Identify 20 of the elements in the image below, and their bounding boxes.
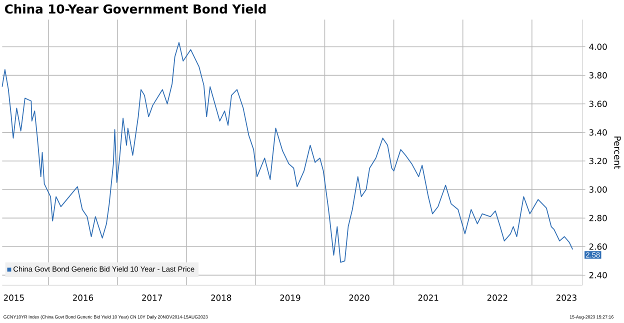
y-tick-label: 3.20 <box>589 158 607 164</box>
y-tick-label: 3.80 <box>589 72 607 79</box>
y-tick-label: 4.00 <box>589 44 607 50</box>
x-tick-label: 2021 <box>418 294 438 302</box>
x-tick-label: 2020 <box>349 294 370 302</box>
x-tick-label: 2022 <box>487 294 508 302</box>
y-tick-label: 3.60 <box>589 100 607 108</box>
y-tick-label: 2.80 <box>589 215 607 222</box>
y-tick-label: 3.40 <box>589 130 607 136</box>
chart-title: China 10-Year Government Bond Yield <box>4 4 266 14</box>
x-tick-label: 2018 <box>211 294 232 302</box>
x-tick-label: 2016 <box>72 294 94 302</box>
y-tick-label: 3.00 <box>589 186 607 193</box>
x-tick-label: 2017 <box>142 294 162 302</box>
y-axis-title: Percent <box>614 136 621 170</box>
x-tick-label: 2019 <box>280 294 300 302</box>
y-tick-label: 2.60 <box>589 244 607 250</box>
x-tick-label: 2015 <box>4 294 24 302</box>
y-tick-label: 2.40 <box>589 272 607 279</box>
x-tick-label: 2023 <box>556 294 576 302</box>
